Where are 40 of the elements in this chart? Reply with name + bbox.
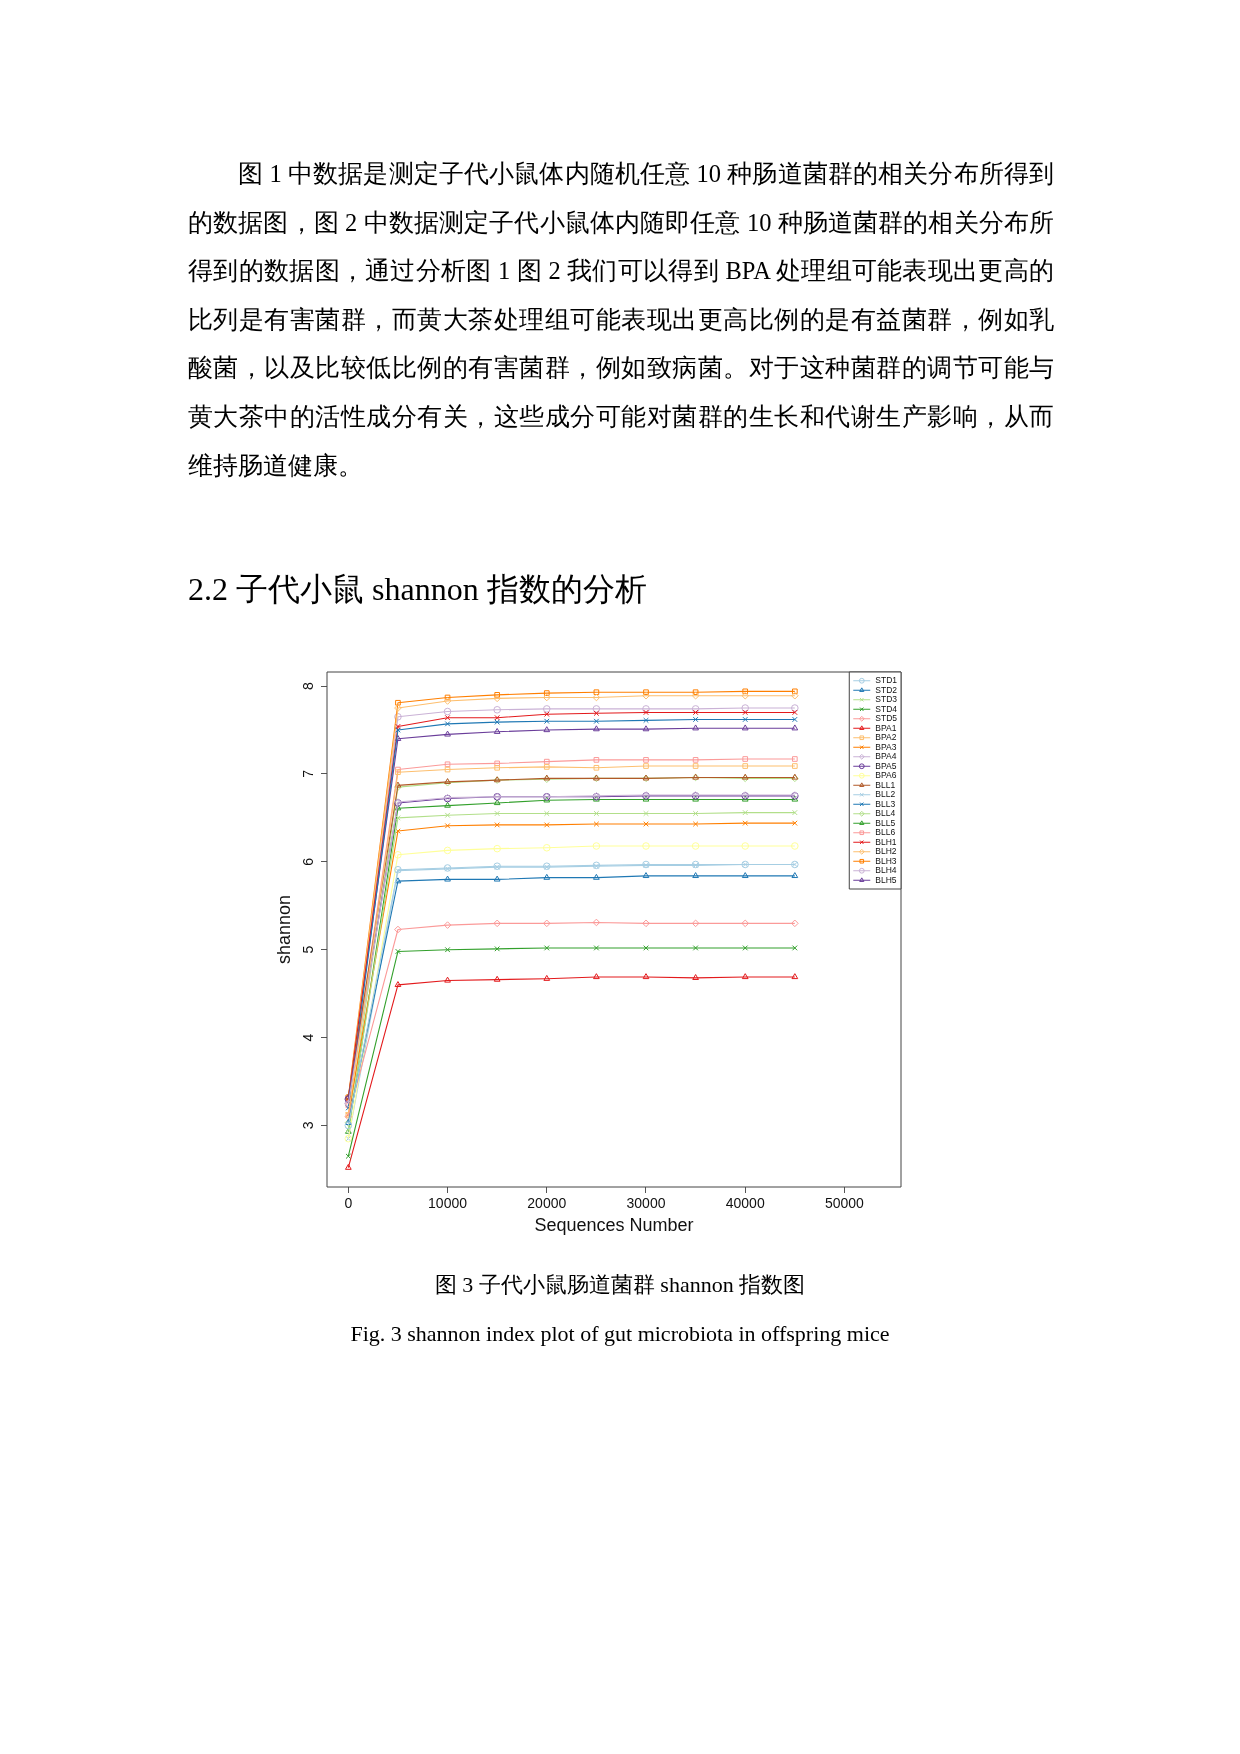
legend-label: BLL2: [875, 789, 896, 800]
legend-label: BLL6: [875, 827, 896, 838]
y-tick-label: 6: [299, 857, 316, 866]
legend-label: BLL1: [875, 779, 896, 790]
y-tick-label: 3: [299, 1121, 316, 1130]
x-tick-label: 20000: [527, 1195, 567, 1212]
x-tick-label: 0: [344, 1195, 353, 1212]
y-tick-label: 5: [299, 945, 316, 954]
legend-label: BPA2: [875, 732, 897, 743]
legend-label: BPA1: [875, 722, 897, 733]
y-tick-label: 7: [299, 769, 316, 778]
legend-label: STD5: [875, 713, 898, 724]
legend-label: BLL5: [875, 817, 896, 828]
legend-label: BLL3: [875, 798, 896, 809]
legend-label: BPA5: [875, 760, 897, 771]
legend-label: BPA4: [875, 751, 897, 762]
legend-label: BLH5: [875, 874, 897, 885]
legend-label: STD2: [875, 684, 898, 695]
legend-label: STD4: [875, 703, 898, 714]
x-tick-label: 10000: [428, 1195, 468, 1212]
legend-label: BLH2: [875, 846, 897, 857]
x-tick-label: 40000: [725, 1195, 765, 1212]
legend-label: BLH4: [875, 865, 897, 876]
legend-label: BLL4: [875, 808, 896, 819]
x-axis-title: Sequences Number: [534, 1215, 694, 1236]
legend-label: BPA6: [875, 770, 897, 781]
caption: 图 1 中数据是测定子代小鼠体内随机任意 10 种肠道菌群的相关分布所得到的数据图，图 2 中数据测定子代小鼠体内随即任意 10 种肠道菌群的相关分布所得到的数据图，通过分析图 1 图 2 我们可以得到 BPA 处理组可能表现出更高的比列是有害菌群，而黄大茶处理组可能表现出更高比例的是有益菌群，例如乳酸菌，以及比较低比例的有害菌群，例如致病菌。对于这种菌群的调节可能与黄大茶中的活性成分有关，这些成分可能对菌群的生长和代谢生产影响，从而维持肠道健康。: [188, 159, 1054, 481]
x-tick-label: 50000: [824, 1195, 865, 1212]
y-axis-title: shannon: [273, 894, 294, 965]
text: Fig. 3 shannon index plot of gut microbiota in offspring mice: [349, 1321, 891, 1347]
y-tick-label: 4: [299, 1033, 316, 1042]
text: 图 3 子代小鼠肠道菌群 shannon 指数图: [433, 1272, 807, 1298]
legend-label: BLH1: [875, 836, 897, 847]
y-tick-label: 8: [299, 681, 316, 690]
legend-label: BLH3: [875, 855, 897, 866]
legend-label: STD3: [875, 694, 898, 705]
legend-label: BPA3: [875, 741, 897, 752]
legend-label: STD1: [875, 675, 898, 686]
text: 2.2 子代小鼠 shannon 指数的分析: [188, 570, 647, 609]
x-tick-label: 30000: [626, 1195, 666, 1212]
